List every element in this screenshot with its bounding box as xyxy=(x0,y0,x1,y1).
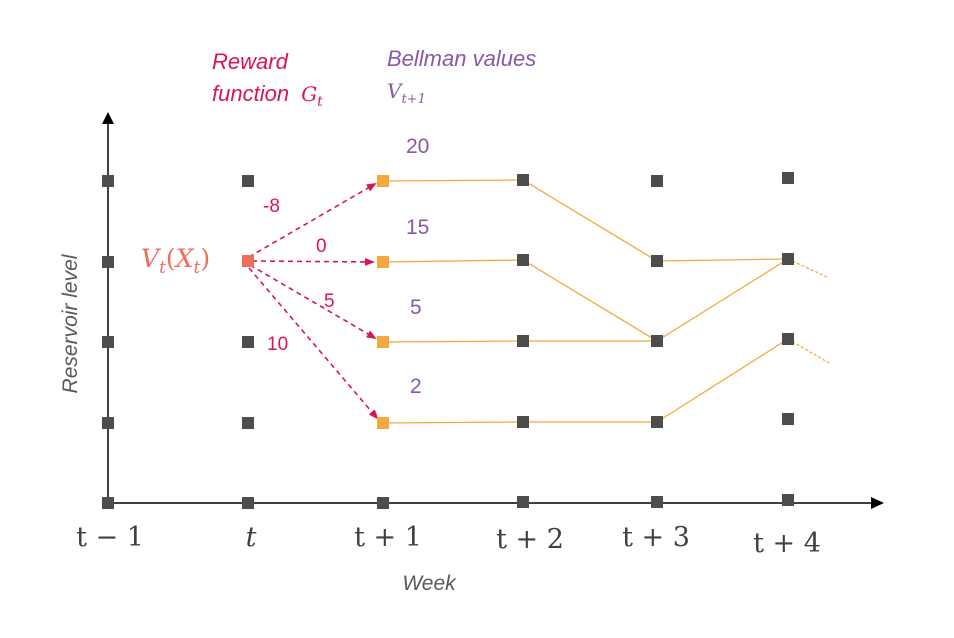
x-tick-t-plus-2: t + 2 xyxy=(496,524,564,555)
bellman-paths xyxy=(382,179,830,424)
node xyxy=(651,175,663,187)
arrow-to-level-2 xyxy=(251,257,375,266)
reward-value-3: 5 xyxy=(324,291,335,312)
x-tick-t-minus-1: t − 1 xyxy=(76,522,144,553)
target-node xyxy=(377,336,389,348)
y-axis-arrowhead xyxy=(102,112,114,124)
node xyxy=(242,175,254,187)
state-open-paren: ( xyxy=(166,244,176,273)
node xyxy=(242,497,254,509)
node xyxy=(782,333,794,345)
y-axis-title: Reservoir level xyxy=(59,253,82,393)
target-node xyxy=(377,175,389,187)
arrow-to-level-3 xyxy=(249,264,377,340)
bellman-value-4: 2 xyxy=(410,375,422,398)
reward-symbol: G xyxy=(301,82,317,106)
node xyxy=(651,416,663,428)
x-tick-t-plus-3: t + 3 xyxy=(622,522,690,553)
reward-arrows xyxy=(248,182,379,420)
node xyxy=(782,494,794,506)
node xyxy=(102,336,114,348)
x-axis-title: Week xyxy=(402,572,457,595)
bellman-value-2: 15 xyxy=(406,216,429,239)
path-second xyxy=(382,258,789,342)
node xyxy=(377,497,389,509)
node xyxy=(102,175,114,187)
path-continuation-upper xyxy=(787,258,828,278)
bellman-symbol: V xyxy=(387,79,404,103)
reward-title-line2: function Gt xyxy=(212,81,323,110)
node xyxy=(782,253,794,265)
node xyxy=(517,496,529,508)
state-v-sub: t xyxy=(159,258,166,278)
x-tick-t-plus-4: t + 4 xyxy=(753,528,821,559)
bellman-value-1: 20 xyxy=(406,135,429,158)
node xyxy=(782,172,794,184)
state-value-label: Vt(Xt) xyxy=(141,244,210,278)
state-x-sub: t xyxy=(193,258,200,278)
reward-value-4: 10 xyxy=(267,334,288,355)
x-axis-arrowhead xyxy=(871,497,884,509)
reward-value-1: -8 xyxy=(263,196,280,217)
node xyxy=(102,417,114,429)
node xyxy=(651,335,663,347)
bellman-symbol-sub: t+1 xyxy=(401,92,425,107)
state-close-paren: ) xyxy=(200,244,210,273)
node xyxy=(651,255,663,267)
bellman-title: Bellman values xyxy=(387,46,536,71)
path-continuation-lower xyxy=(787,338,830,364)
grid-nodes xyxy=(102,172,794,509)
node xyxy=(102,497,114,509)
reward-symbol-sub: t xyxy=(317,94,323,110)
x-tick-t-plus-1: t + 1 xyxy=(354,522,422,553)
reward-value-2: 0 xyxy=(316,236,327,257)
path-top xyxy=(382,179,789,262)
node xyxy=(102,256,114,268)
bellman-value-3: 5 xyxy=(410,296,422,319)
x-tick-t: t xyxy=(246,522,257,553)
node xyxy=(651,496,663,508)
node xyxy=(517,174,529,186)
node xyxy=(242,417,254,429)
node xyxy=(782,413,794,425)
reward-title-line1: Reward xyxy=(212,49,289,74)
reward-function-word: function xyxy=(212,81,289,106)
node xyxy=(242,336,254,348)
x-tick-labels: t − 1 t t + 1 t + 2 t + 3 t + 4 xyxy=(76,522,821,559)
source-node xyxy=(242,255,254,267)
path-bottom xyxy=(382,338,789,424)
state-v: V xyxy=(141,244,162,273)
node xyxy=(517,254,529,266)
arrow-to-level-1 xyxy=(248,182,377,258)
target-node xyxy=(377,417,389,429)
bellman-symbol-line: Vt+1 xyxy=(387,79,426,107)
target-node xyxy=(377,256,389,268)
arrow-to-level-4 xyxy=(248,267,379,420)
target-nodes xyxy=(377,175,389,429)
state-x: X xyxy=(174,244,195,273)
node xyxy=(517,335,529,347)
node xyxy=(517,416,529,428)
